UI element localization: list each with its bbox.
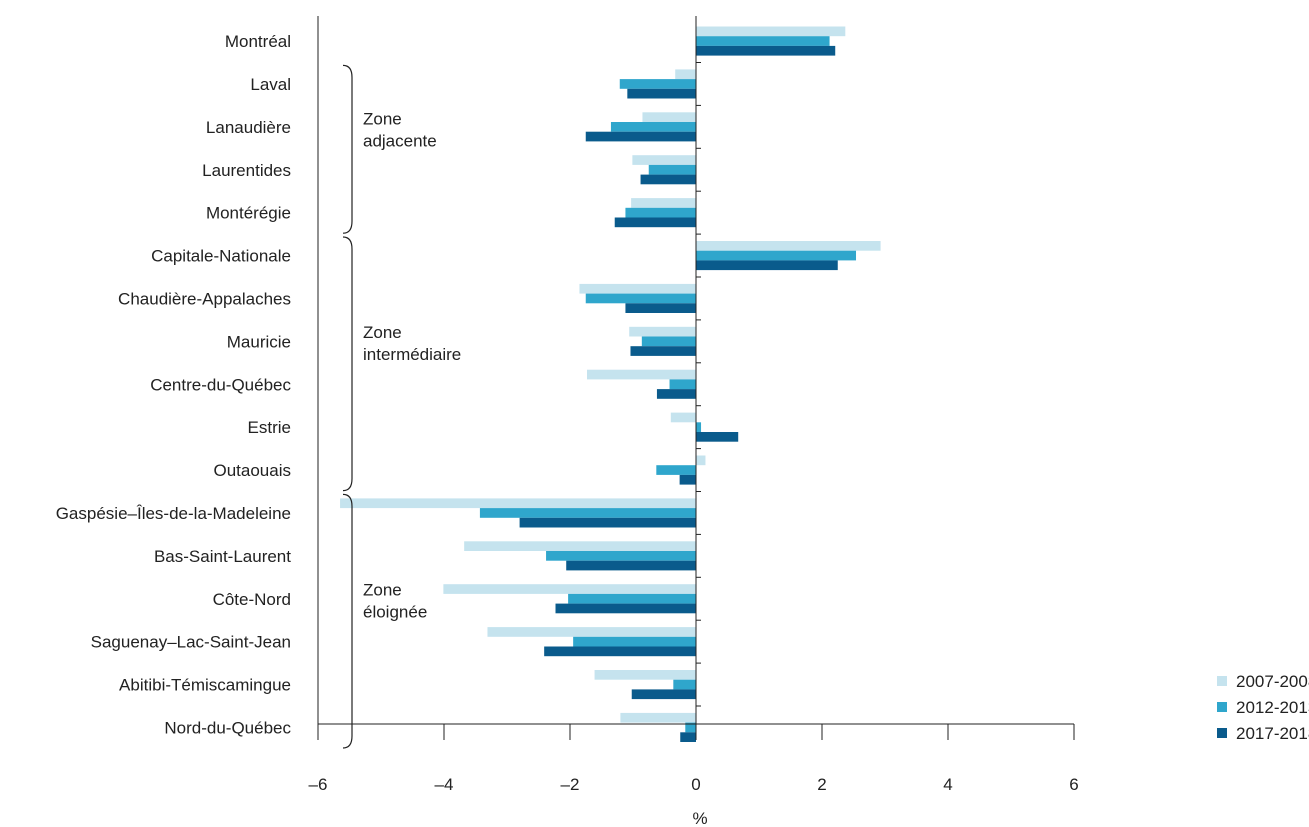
region-label: Centre-du-Québec [150, 375, 291, 394]
bar [629, 326, 696, 337]
region-label: Gaspésie–Îles-de-la-Madeleine [56, 504, 291, 523]
bar [464, 541, 696, 551]
x-tick-label: –4 [435, 775, 454, 794]
bar [620, 712, 696, 723]
bar [675, 69, 696, 80]
axes-layer: –6 –4 –2 0 2 4 6 [309, 16, 1079, 794]
legend-swatch [1217, 702, 1227, 712]
bar [696, 250, 857, 261]
zone-brace [342, 493, 353, 749]
bar [641, 336, 696, 347]
zone-label-line2: adjacente [363, 131, 437, 150]
bar [546, 551, 696, 561]
bar [587, 369, 696, 380]
bar [544, 646, 696, 657]
bar [648, 164, 696, 175]
bar [680, 732, 696, 742]
region-label: Outaouais [214, 461, 292, 480]
zone-label-line2: éloignée [363, 602, 427, 621]
region-label: Laval [250, 75, 291, 94]
bar [696, 422, 702, 432]
bar [685, 722, 696, 733]
bar [630, 346, 696, 356]
bar [625, 207, 696, 218]
zone-label-line1: Zone [363, 109, 402, 128]
bar [640, 174, 696, 185]
bar [579, 283, 696, 294]
x-tick-label: 0 [691, 775, 700, 794]
bar [642, 112, 696, 122]
region-label: Saguenay–Lac-Saint-Jean [91, 633, 291, 652]
x-tick-label: 2 [817, 775, 826, 794]
region-label: Capitale-Nationale [151, 247, 291, 266]
bar [627, 88, 696, 99]
bar [585, 131, 696, 142]
x-tick-label: 4 [943, 775, 952, 794]
bar [619, 79, 696, 89]
bar [696, 260, 838, 271]
x-tick-label: –2 [561, 775, 580, 794]
bar [487, 627, 696, 637]
region-label: Chaudière-Appalaches [118, 289, 291, 308]
bar [566, 560, 696, 571]
legend-swatch [1217, 676, 1227, 686]
bar [555, 603, 696, 614]
zone-label-line1: Zone [363, 580, 402, 599]
x-tick-label: –6 [309, 775, 328, 794]
bar [573, 636, 696, 647]
bar [631, 689, 696, 700]
region-label: Côte-Nord [213, 590, 291, 609]
bar [670, 412, 696, 423]
region-labels: Montréal Laval Lanaudière Laurentides Montér… [56, 32, 292, 737]
legend-label: 2007-2008r [1236, 672, 1309, 691]
bar [696, 455, 706, 466]
x-axis-title: % [692, 809, 707, 827]
zone-label-line2: intermédiaire [363, 345, 461, 364]
region-label: Laurentides [202, 161, 291, 180]
bar [610, 122, 696, 132]
bars-layer [340, 26, 881, 742]
legend-swatch [1217, 728, 1227, 738]
region-label: Mauricie [227, 332, 291, 351]
bar [679, 474, 696, 485]
bar [443, 584, 696, 594]
bar [696, 241, 881, 251]
legend-label: 2017-2018 [1236, 724, 1309, 743]
region-label: Montérégie [206, 204, 291, 223]
bar [696, 26, 846, 37]
zone-brace [342, 236, 353, 492]
bar [479, 508, 696, 518]
bar [614, 217, 696, 228]
bar [519, 517, 696, 528]
bar [585, 293, 696, 304]
bar [656, 465, 696, 475]
zone-annotations: Zone adjacente Zone intermédiaire Zone éloign… [342, 64, 461, 749]
legend-label: 2012-2013 [1236, 698, 1309, 717]
bar [625, 303, 696, 313]
bar [568, 593, 696, 604]
legend: 2007-2008r 2012-2013 2017-2018 [1217, 672, 1309, 743]
zone-brace [342, 64, 353, 234]
region-label: Nord-du-Québec [164, 718, 291, 737]
bar [594, 670, 696, 680]
region-label: Lanaudière [206, 118, 291, 137]
bar [631, 198, 696, 208]
bar [656, 389, 696, 399]
x-tick-label: 6 [1069, 775, 1078, 794]
bar [696, 36, 830, 46]
zone-label-line1: Zone [363, 323, 402, 342]
bar [673, 679, 696, 690]
region-label: Estrie [248, 418, 291, 437]
region-label: Bas-Saint-Laurent [154, 547, 291, 566]
bar [340, 498, 696, 509]
bar [669, 379, 696, 390]
region-label: Abitibi-Témiscamingue [119, 676, 291, 695]
bar [696, 432, 739, 442]
region-label: Montréal [225, 32, 291, 51]
bar [632, 155, 696, 165]
bar [696, 45, 836, 56]
